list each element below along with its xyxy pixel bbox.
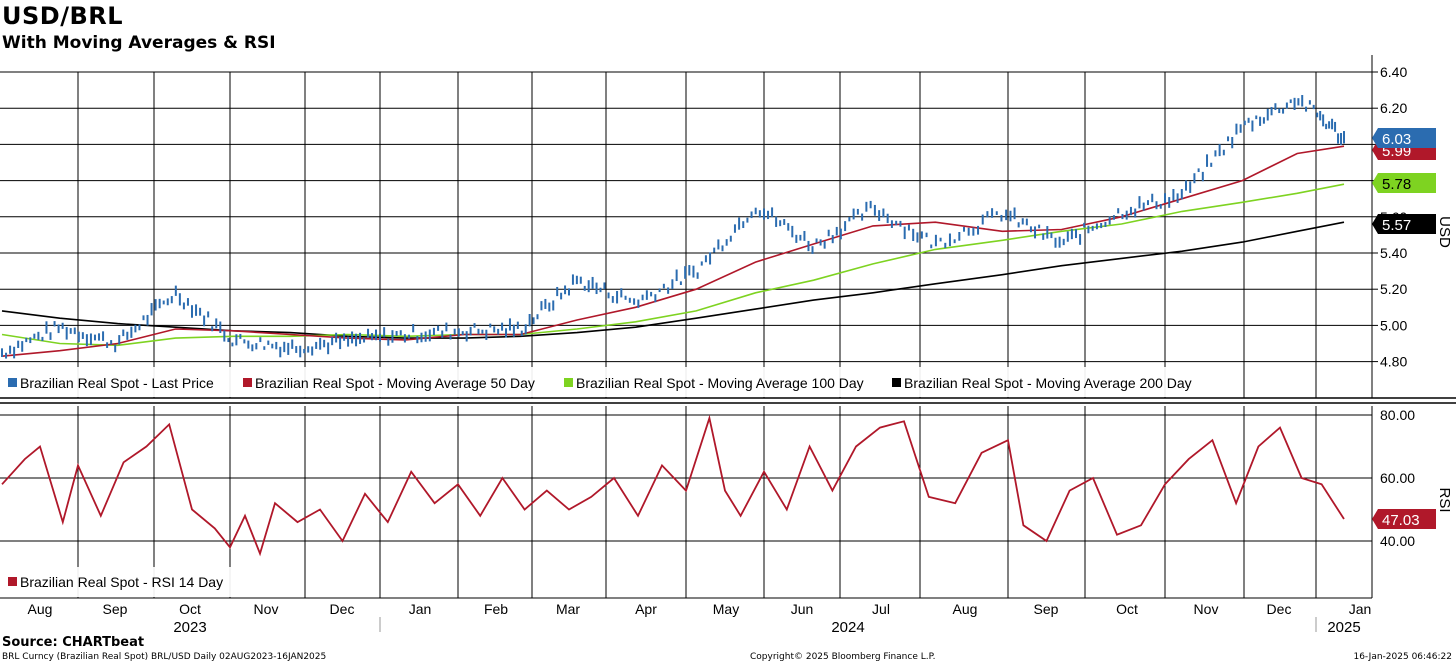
month-tick-label: Dec [330,601,355,617]
rsi-tick-label: 60.00 [1380,470,1415,486]
ticker-info: BRL Curncy (Brazilian Real Spot) BRL/USD… [2,652,327,662]
rsi-axis-label: RSI [1436,487,1453,512]
price-legend-bg [0,367,1213,397]
rsi-legend-bg [0,567,244,597]
legend-swatch [243,378,252,387]
rsi-last-value-label: 47.03 [1382,512,1420,529]
month-tick-label: Sep [1034,601,1059,617]
month-tick-label: Jan [1349,601,1372,617]
last-value-tag [1372,128,1436,148]
month-tick-label: Dec [1267,601,1292,617]
last-value-label: 6.03 [1382,131,1411,148]
price-tick-label: 5.40 [1380,245,1407,261]
copyright: Copyright© 2025 Bloomberg Finance L.P. [750,652,936,662]
month-tick-label: Mar [556,601,580,617]
price-tick-label: 4.80 [1380,354,1407,370]
year-label: 2024 [831,619,864,632]
rsi-line [1,414,1345,557]
month-tick-label: Apr [635,601,657,617]
legend-entry: Brazilian Real Spot - Moving Average 200… [904,375,1192,391]
last-value-tag [1372,173,1436,193]
price-tick-label: 6.20 [1380,100,1407,116]
source-label: Source: CHARTbeat [2,635,145,650]
year-label: 2025 [1327,619,1360,632]
month-tick-label: Nov [1194,601,1219,617]
legend-swatch [564,378,573,387]
month-tick-label: May [713,601,739,617]
rsi-last-value-tag [1372,508,1436,529]
price-tick-label: 5.20 [1380,281,1407,297]
price-tick-label: 6.40 [1380,64,1407,80]
month-tick-label: Jul [872,601,890,617]
month-tick-label: Feb [484,601,508,617]
month-tick-label: Jan [409,601,432,617]
rsi-tick-label: 80.00 [1380,407,1415,423]
chart-svg: 6.406.205.805.605.405.205.004.80USD80.00… [0,55,1456,632]
last-value-label: 5.57 [1382,217,1411,234]
price-axis-label: USD [1436,216,1453,248]
legend-entry: Brazilian Real Spot - Moving Average 50 … [255,375,535,391]
month-tick-label: Nov [254,601,279,617]
price-tick-label: 5.00 [1380,317,1407,333]
timestamp: 16-Jan-2025 06:46:22 [1353,652,1452,662]
panel-separator-bg [0,398,1456,406]
legend-entry: Brazilian Real Spot - Moving Average 100… [576,375,864,391]
rsi-legend-swatch [8,577,17,586]
rsi-tick-label: 40.00 [1380,533,1415,549]
month-tick-label: Sep [103,601,128,617]
legend-entry: Brazilian Real Spot - Last Price [20,375,214,391]
legend-swatch [892,378,901,387]
month-tick-label: Oct [179,601,201,617]
month-tick-label: Aug [953,601,978,617]
chart-subtitle: With Moving Averages & RSI [2,33,276,53]
chart-title: USD/BRL [2,2,124,30]
month-tick-label: Jun [791,601,814,617]
last-value-label: 5.78 [1382,176,1411,193]
year-label: 2023 [173,619,206,632]
month-tick-label: Oct [1116,601,1138,617]
legend-swatch [8,378,17,387]
rsi-legend-entry: Brazilian Real Spot - RSI 14 Day [20,574,223,590]
month-tick-label: Aug [28,601,53,617]
last-value-tag [1372,214,1436,234]
